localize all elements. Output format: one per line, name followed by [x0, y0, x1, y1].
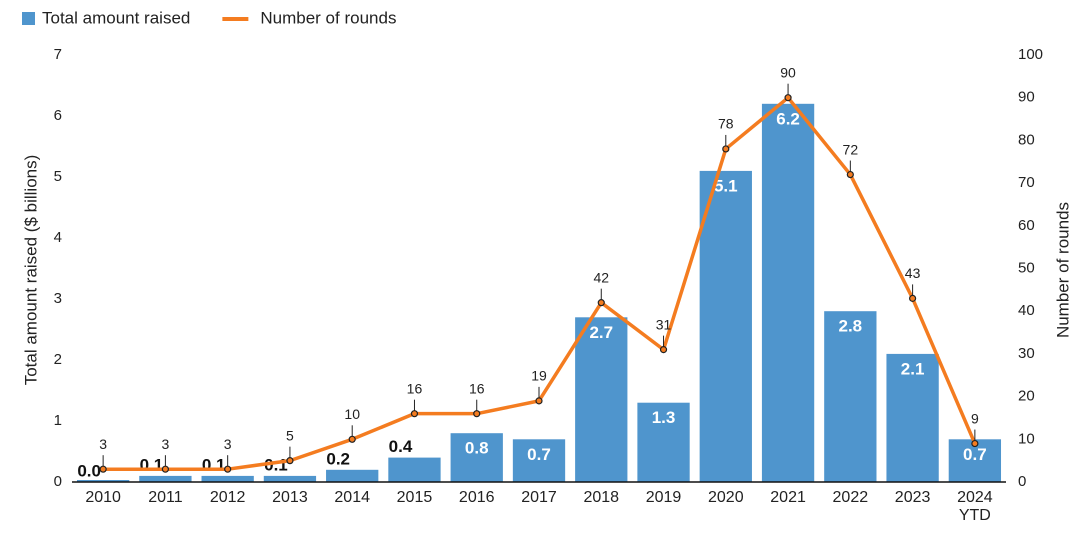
bar	[886, 353, 939, 482]
x-tick-label: 2022	[832, 489, 869, 506]
bar	[139, 475, 192, 482]
line-value-label: 3	[224, 436, 232, 452]
x-tick-label: 2018	[583, 489, 620, 506]
line-value-label: 9	[971, 410, 979, 426]
bar	[326, 469, 379, 482]
y-tick-label: 6	[54, 107, 62, 124]
line-value-label: 5	[286, 427, 294, 443]
bar-value-label: 0.1	[202, 455, 226, 474]
x-tick-label: 2024 YTD	[957, 489, 993, 524]
x-tick-label: 2012	[209, 489, 246, 506]
line-value-label: 31	[656, 316, 672, 332]
line-value-label: 16	[407, 380, 423, 396]
bar-value-label: 2.7	[589, 323, 613, 342]
legend-swatch	[22, 12, 35, 25]
y-tick-label: 3	[54, 290, 62, 307]
x-tick-label: 2015	[396, 489, 433, 506]
x-tick-label: 2017	[521, 489, 557, 506]
y2-tick-label: 80	[1018, 131, 1035, 148]
line-point	[659, 346, 668, 354]
y-tick-label: 0	[54, 473, 62, 490]
line-point	[348, 435, 356, 443]
y-tick-label: 1	[54, 412, 62, 429]
line-point	[971, 439, 979, 448]
x-tick-label: 2013	[272, 489, 308, 506]
y2-axis-title: Number of rounds	[1053, 202, 1072, 338]
y-tick-label: 7	[54, 46, 62, 63]
bar	[450, 433, 503, 482]
line-value-label: 42	[593, 269, 609, 285]
line-point	[722, 145, 730, 153]
bar-value-label: 5.1	[714, 176, 738, 195]
bar-value-label: 1.3	[652, 408, 676, 427]
bar	[761, 103, 815, 483]
y2-tick-label: 20	[1018, 388, 1035, 405]
bar-value-label: 0.7	[963, 445, 987, 464]
line-point	[410, 410, 419, 418]
bar	[263, 475, 317, 482]
bar-value-label: 0.4	[389, 437, 413, 456]
line-point	[908, 294, 917, 302]
line-value-label: 90	[780, 64, 796, 80]
line-value-label: 78	[718, 116, 734, 132]
line-value-label: 43	[905, 265, 921, 281]
y2-tick-label: 90	[1018, 89, 1035, 106]
bar	[575, 317, 628, 482]
line-point	[784, 94, 792, 102]
bar-value-label: 6.2	[776, 109, 800, 128]
x-tick-label: 2019	[645, 489, 682, 506]
bar	[201, 475, 254, 482]
line-value-label: 72	[843, 141, 859, 157]
bar-value-label: 0.2	[326, 449, 350, 468]
y-tick-label: 5	[54, 168, 62, 185]
y2-tick-label: 40	[1018, 302, 1035, 319]
bar-value-label: 2.1	[901, 359, 925, 378]
bar	[388, 457, 441, 482]
bar	[699, 170, 752, 482]
line-point	[535, 397, 543, 405]
line-point	[597, 299, 605, 307]
y-axis-title: Total amount raised ($ billions)	[21, 155, 40, 386]
line-point	[161, 465, 169, 473]
bar	[637, 402, 690, 482]
bar-value-label: 2.8	[839, 317, 863, 336]
bar	[512, 439, 566, 482]
bar	[76, 480, 130, 482]
x-tick-label: 2014	[334, 489, 370, 506]
line-value-label: 3	[162, 436, 170, 452]
bar-value-label: 0.1	[140, 455, 164, 474]
line-point	[224, 465, 232, 473]
line-point	[99, 465, 107, 473]
y2-tick-label: 30	[1018, 345, 1035, 362]
y-tick-label: 2	[54, 351, 62, 368]
y2-tick-label: 50	[1018, 259, 1035, 276]
x-tick-label: 2023	[894, 489, 931, 506]
y-tick-label: 4	[54, 229, 62, 246]
x-tick-label: 2010	[85, 489, 121, 506]
line-value-label: 10	[344, 406, 360, 422]
y2-tick-label: 0	[1018, 473, 1026, 490]
y2-tick-label: 100	[1018, 46, 1043, 63]
y2-tick-label: 70	[1018, 174, 1035, 191]
line-value-label: 3	[99, 436, 107, 452]
line-value-label: 19	[531, 368, 547, 384]
y2-tick-label: 60	[1018, 217, 1035, 234]
x-tick-label: 2011	[148, 489, 183, 506]
line-value-label: 16	[469, 380, 485, 396]
legend-label: Number of rounds	[260, 8, 396, 27]
bar-value-label: 0.0	[77, 461, 101, 480]
x-tick-label: 2021	[770, 489, 806, 506]
x-tick-label: 2020	[708, 489, 744, 506]
legend-label: Total amount raised	[42, 8, 190, 27]
bar	[824, 311, 877, 482]
line-point	[286, 457, 294, 465]
y2-tick-label: 10	[1018, 430, 1035, 447]
line-point	[846, 170, 854, 179]
bar-value-label: 0.8	[465, 439, 489, 458]
bar-value-label: 0.7	[527, 445, 551, 464]
x-tick-label: 2016	[458, 489, 495, 506]
line-point	[473, 410, 481, 418]
